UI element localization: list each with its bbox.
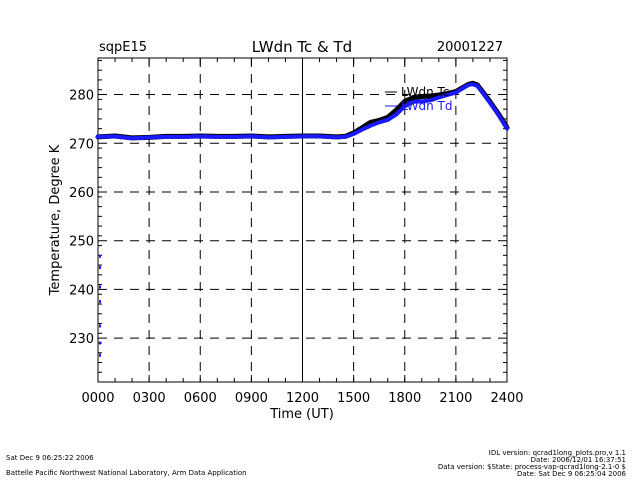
data-point-td bbox=[344, 136, 346, 138]
footer-idl-version: IDL version: qcrad1long_plots.pro,v 1.1 bbox=[489, 449, 626, 457]
data-point-td bbox=[412, 101, 415, 103]
data-point-tc bbox=[369, 121, 372, 124]
data-point-td bbox=[506, 127, 508, 130]
site-label: sqpE15 bbox=[99, 40, 147, 55]
data-point-td bbox=[472, 83, 474, 86]
stray-data-point bbox=[99, 324, 101, 328]
y-axis-label: Temperature, Degree K bbox=[48, 144, 63, 296]
data-point-td bbox=[395, 113, 398, 116]
data-point-tc bbox=[395, 109, 398, 111]
tick-labels: 0000 0300 0600 0900 1200 1500 1800 2100 2400 230 2… bbox=[69, 89, 523, 406]
data-point-td bbox=[476, 84, 478, 87]
chart-title: LWdn Tc & Td bbox=[252, 38, 352, 56]
data-point-td bbox=[318, 135, 321, 138]
data-point-td bbox=[463, 86, 466, 89]
data-point-td bbox=[361, 128, 363, 131]
y-tick-label-270: 270 bbox=[69, 137, 94, 152]
data-point-td bbox=[97, 136, 99, 138]
data-point-td bbox=[131, 137, 133, 140]
stray-data-point bbox=[99, 353, 101, 357]
data-point-td bbox=[403, 105, 406, 108]
data-point-td bbox=[233, 136, 236, 138]
y-tick-label-240: 240 bbox=[69, 283, 94, 298]
data-point-td bbox=[114, 135, 116, 138]
data-point-td bbox=[267, 136, 270, 139]
data-point-td bbox=[352, 133, 355, 135]
data-point-td bbox=[497, 114, 500, 116]
y-tick-label-230: 230 bbox=[69, 332, 94, 347]
tick-marks bbox=[97, 58, 508, 383]
data-point-td bbox=[199, 135, 202, 138]
data-point-td bbox=[216, 136, 219, 138]
data-point-td bbox=[420, 100, 423, 103]
data-point-td bbox=[438, 96, 440, 99]
legend-label-td: LWdn Td bbox=[401, 99, 452, 113]
stray-data-point bbox=[99, 341, 101, 345]
legend-label-tc: LWdn Tc bbox=[401, 85, 449, 99]
series-group bbox=[95, 80, 510, 357]
data-point-td bbox=[446, 94, 449, 96]
x-axis-label: Time (UT) bbox=[269, 407, 334, 422]
data-point-td bbox=[182, 136, 185, 138]
x-tick-label-0300: 0300 bbox=[133, 391, 166, 406]
stray-data-point bbox=[99, 266, 101, 270]
y-tick-label-260: 260 bbox=[69, 186, 94, 201]
data-point-td bbox=[455, 91, 457, 94]
data-point-td bbox=[480, 90, 483, 92]
footer-organization: Battelle Pacific Northwest National Labo… bbox=[6, 469, 247, 477]
footer-timestamp: Sat Dec 9 06:25:22 2006 bbox=[6, 454, 94, 462]
y-tick-label-280: 280 bbox=[69, 89, 94, 104]
footer-data-date: Date: Sat Dec 9 06:25:04 2006 bbox=[517, 470, 626, 478]
data-point-td bbox=[369, 124, 372, 127]
stray-data-point bbox=[99, 300, 101, 304]
data-point-tc bbox=[420, 95, 423, 98]
data-point-tc bbox=[429, 95, 432, 97]
footer-data-version: Data version: $State: process-vap-qcrad1… bbox=[438, 463, 626, 471]
data-point-td bbox=[148, 136, 150, 139]
data-point-td bbox=[335, 136, 338, 139]
data-point-td bbox=[429, 99, 432, 102]
data-point-td bbox=[467, 83, 470, 86]
stray-data-point bbox=[99, 285, 101, 289]
x-tick-label-1800: 1800 bbox=[388, 391, 421, 406]
x-tick-label-2100: 2100 bbox=[439, 391, 472, 406]
data-point-td bbox=[250, 135, 253, 138]
stray-data-point bbox=[99, 254, 101, 258]
data-point-td bbox=[301, 135, 304, 138]
data-point-td bbox=[489, 102, 491, 104]
data-point-tc bbox=[412, 96, 415, 99]
x-tick-label-1200: 1200 bbox=[286, 391, 319, 406]
x-tick-label-1500: 1500 bbox=[337, 391, 370, 406]
footer-idl-date: Date: 2006/12/01 16:37:51 bbox=[531, 456, 626, 464]
data-point-tc bbox=[403, 100, 406, 103]
data-point-td bbox=[284, 136, 287, 138]
y-tick-label-250: 250 bbox=[69, 235, 94, 250]
data-point-td bbox=[386, 119, 389, 121]
x-tick-label-2400: 2400 bbox=[490, 391, 523, 406]
x-tick-label-0900: 0900 bbox=[235, 391, 268, 406]
x-tick-label-0600: 0600 bbox=[184, 391, 217, 406]
data-point-td bbox=[165, 136, 167, 138]
date-label: 20001227 bbox=[437, 40, 503, 55]
data-point-td bbox=[378, 121, 380, 124]
x-tick-label-0000: 0000 bbox=[81, 391, 114, 406]
